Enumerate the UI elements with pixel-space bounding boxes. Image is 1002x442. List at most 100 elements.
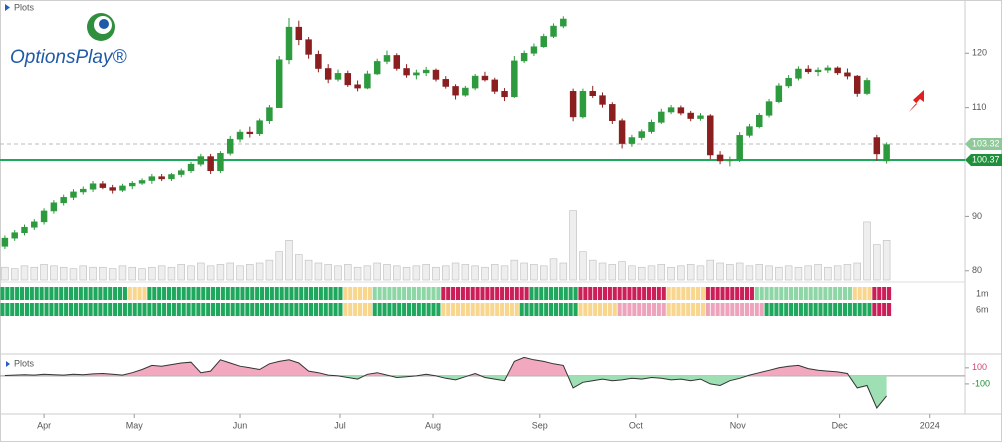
volume-bar	[285, 240, 293, 281]
strip-cell	[338, 287, 343, 300]
strip-cell	[798, 303, 803, 316]
candle-body	[422, 69, 430, 74]
strip-cell	[808, 303, 813, 316]
strip-cell	[749, 303, 754, 316]
volume-bar	[334, 265, 342, 281]
strip-cell	[715, 287, 720, 300]
oscillator-line	[4, 356, 887, 409]
strip-cell	[274, 287, 279, 300]
strip-cell	[264, 287, 270, 300]
volume-bar	[726, 264, 734, 281]
strip-run	[578, 287, 666, 300]
strip-cell	[353, 303, 358, 316]
strip-cell	[220, 303, 225, 316]
strip-cell	[563, 303, 568, 316]
strip-cell	[695, 287, 701, 300]
volume-bar	[157, 265, 166, 281]
strip-cell	[500, 287, 505, 300]
volume-bar	[637, 266, 646, 281]
strip-cell	[793, 303, 799, 316]
candle-body	[658, 111, 665, 123]
strip-cell	[387, 303, 392, 316]
strip-cell	[19, 287, 25, 300]
volume-bar	[295, 254, 303, 281]
volume-bar	[373, 262, 381, 281]
strip-cell	[0, 303, 5, 316]
candle-body	[158, 176, 165, 180]
candle-body	[344, 73, 352, 86]
strip-cell	[357, 287, 363, 300]
y-tick-label: 80	[972, 265, 982, 275]
candle-body	[432, 69, 440, 80]
strip-cell	[260, 287, 265, 300]
strip-cell	[637, 303, 642, 316]
volume-bar	[422, 264, 430, 281]
strip-cell	[622, 287, 627, 300]
strip-cell	[279, 287, 284, 300]
x-tick-label: Jul	[334, 420, 346, 430]
strip-cell	[113, 303, 118, 316]
price-tag-label: 100.37	[972, 154, 1000, 164]
volume-bar	[647, 265, 656, 281]
volume-bar	[177, 264, 185, 281]
candle-body	[197, 156, 205, 165]
strip-cell	[524, 287, 529, 300]
candle-body	[178, 170, 185, 175]
strip-cell	[294, 303, 299, 316]
strip-cell	[284, 303, 289, 316]
strip-cell	[426, 303, 431, 316]
volume-bar	[775, 266, 783, 281]
strip-cell	[39, 303, 44, 316]
volume-bar	[549, 258, 558, 281]
strip-cell	[24, 303, 29, 316]
strip-cell	[549, 287, 554, 300]
strip-cell	[828, 303, 833, 316]
strip-cell	[646, 287, 652, 300]
strip-cell	[117, 287, 123, 300]
strip-cell	[460, 287, 465, 300]
strip-cell	[759, 287, 764, 300]
strip-cell	[240, 287, 245, 300]
candle-body	[393, 55, 401, 69]
candle-body	[148, 176, 156, 181]
x-tick-label: Jun	[233, 420, 248, 430]
strip-cell	[289, 303, 294, 316]
strip-cell	[519, 303, 524, 316]
strip-cell	[157, 303, 162, 316]
volume-bar	[510, 259, 519, 281]
strip-cell	[700, 287, 705, 300]
strip-cell	[725, 303, 730, 316]
strip-cell	[661, 303, 666, 316]
strip-run	[666, 287, 705, 300]
strip-cell	[162, 287, 167, 300]
strip-cell	[784, 287, 789, 300]
strip-cell	[353, 287, 358, 300]
strip-cell	[676, 303, 681, 316]
strip-cell	[333, 287, 338, 300]
strip-cell	[142, 287, 147, 300]
price-tag-label: 103.32	[972, 138, 1000, 148]
candle-body	[501, 91, 508, 98]
strip-cell	[500, 303, 505, 316]
strip-cell	[455, 287, 461, 300]
volume-bar	[148, 266, 156, 281]
strip-cell	[735, 287, 740, 300]
x-tick-label: Apr	[37, 420, 51, 430]
candle-body	[138, 180, 146, 184]
strip-cell	[284, 287, 289, 300]
strip-cell	[176, 287, 181, 300]
candle-body	[305, 39, 312, 55]
strip-cell	[887, 287, 892, 300]
panel-toggle[interactable]	[5, 4, 10, 11]
strip-cell	[602, 303, 608, 316]
strip-cell	[475, 287, 480, 300]
strip-cell	[10, 287, 15, 300]
strip-cell	[558, 303, 563, 316]
volume-bar	[696, 265, 705, 281]
strip-cell	[514, 303, 519, 316]
strip-cell	[441, 287, 446, 300]
volume-bar	[530, 264, 538, 281]
strip-cell	[441, 303, 446, 316]
volume-bar	[442, 265, 450, 281]
panel-toggle[interactable]	[6, 361, 10, 367]
